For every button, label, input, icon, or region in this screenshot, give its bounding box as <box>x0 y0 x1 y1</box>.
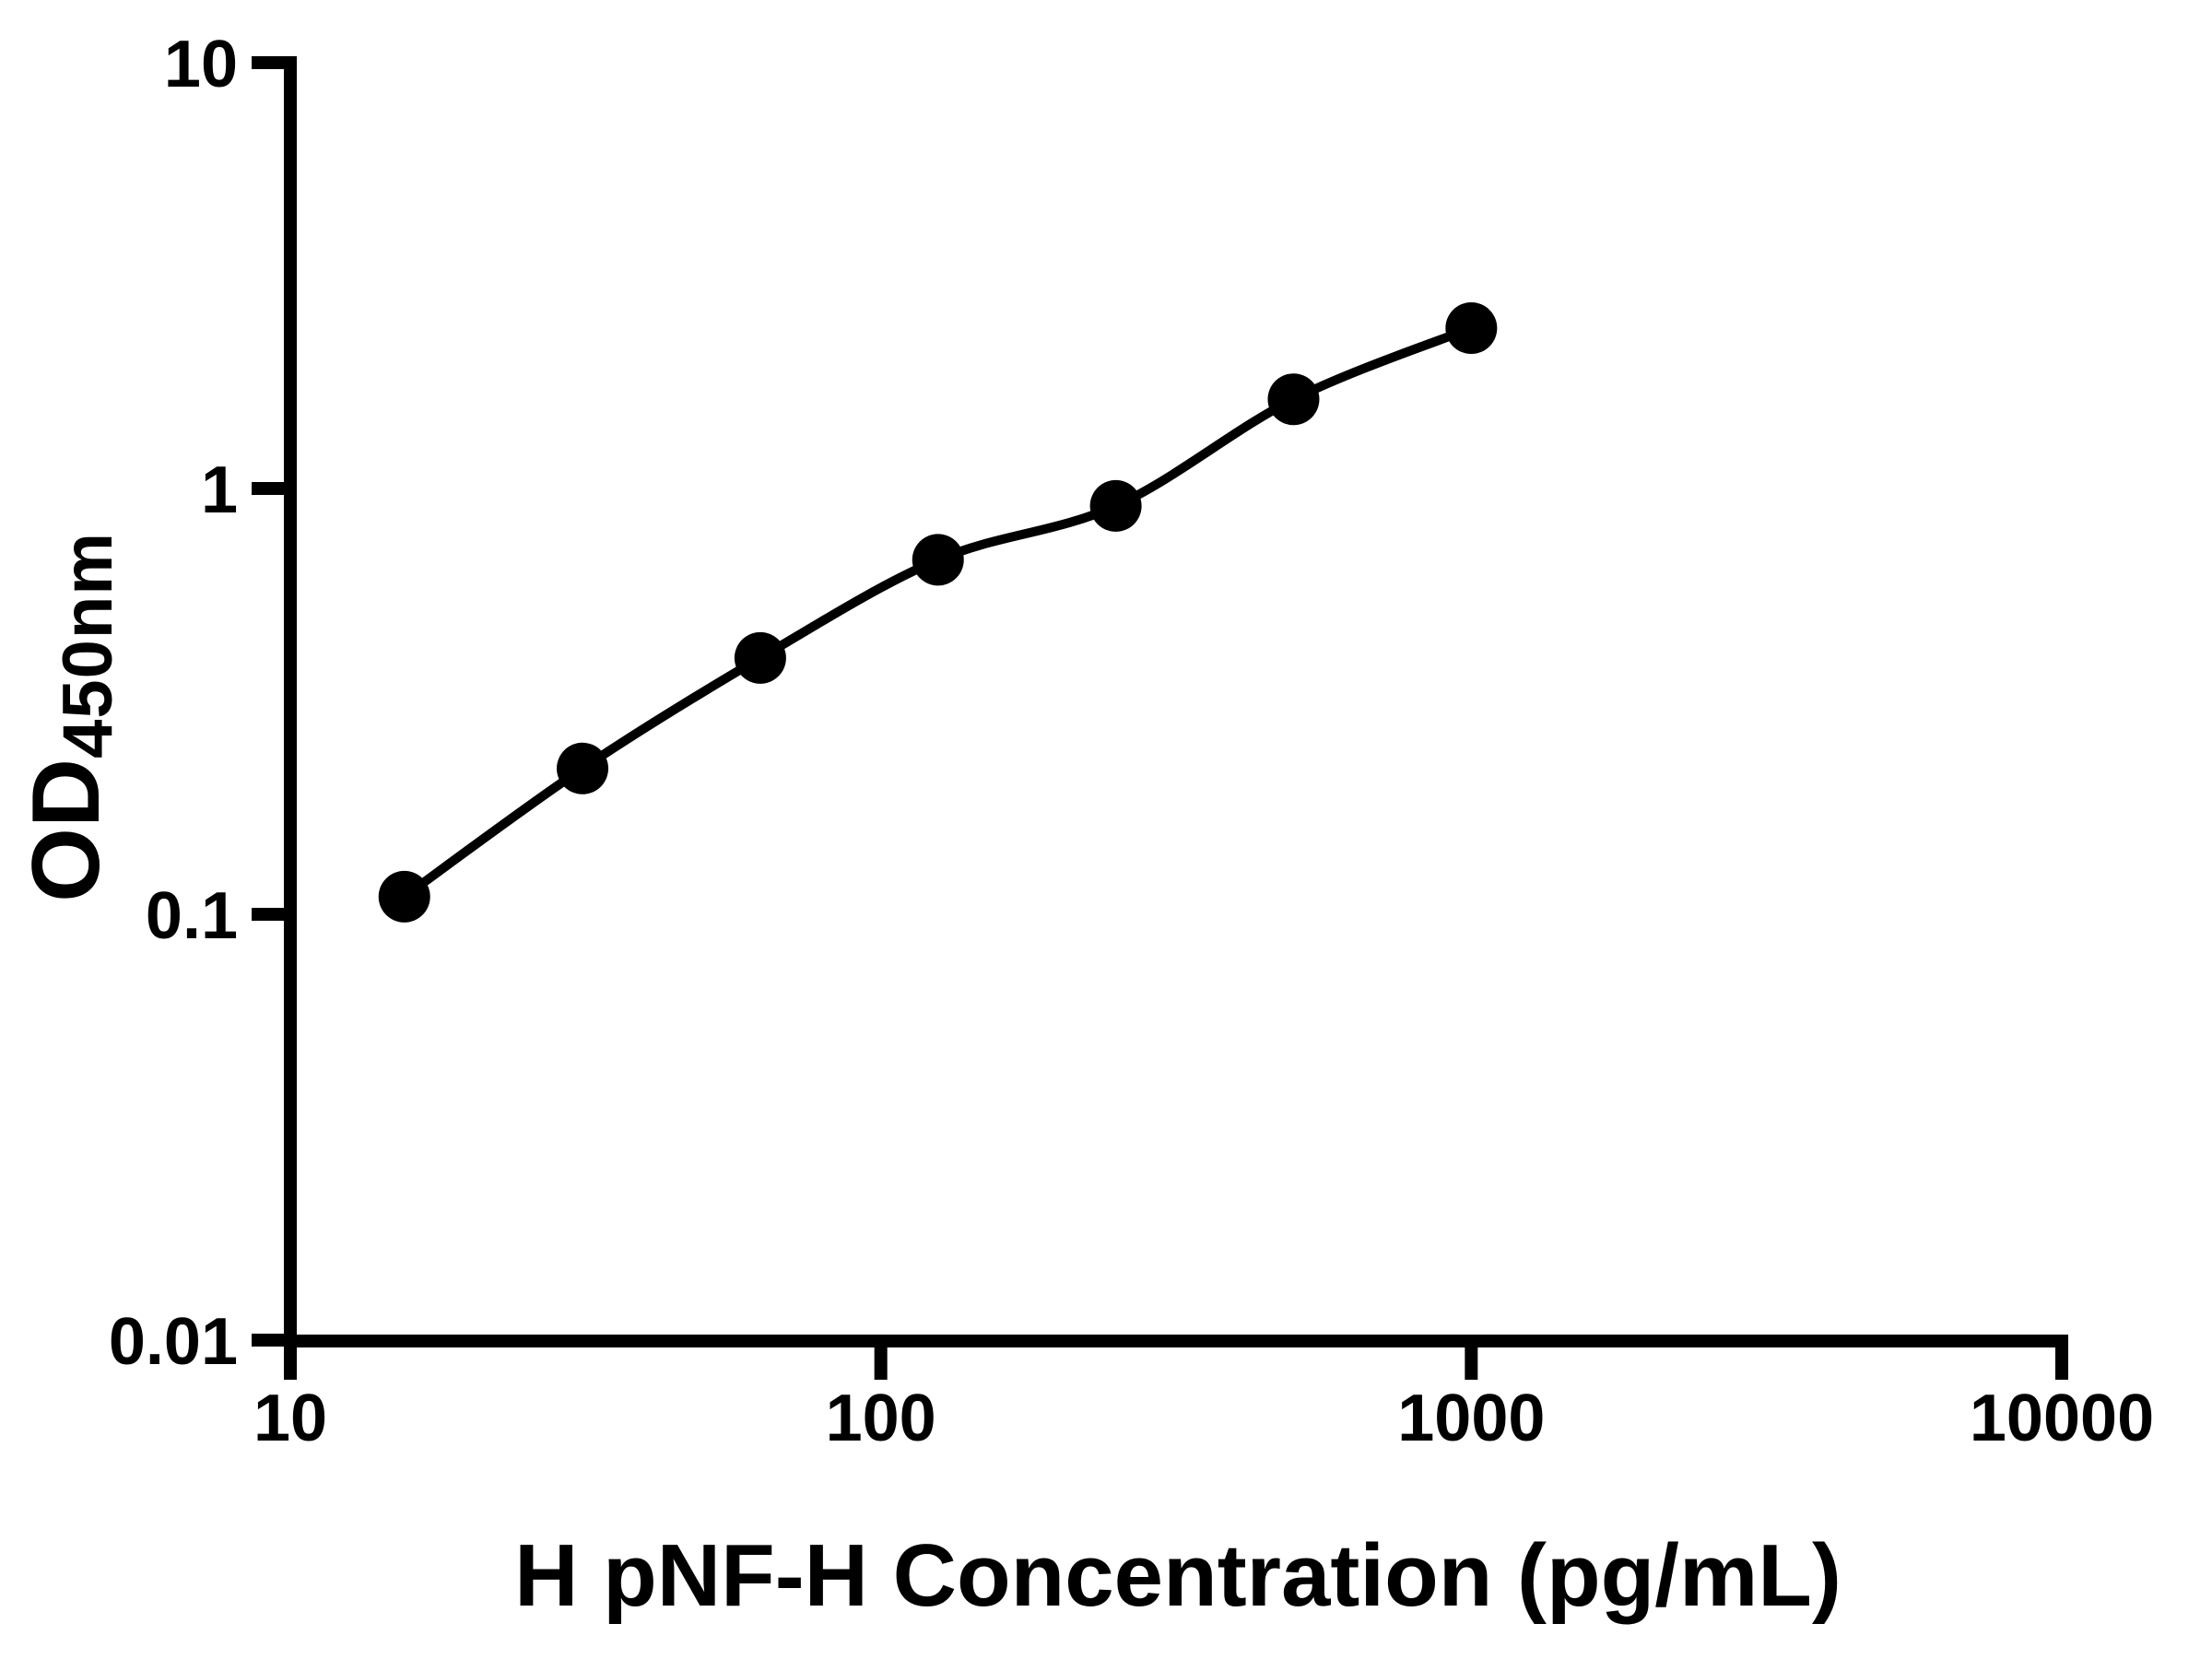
data-point-marker <box>557 742 609 794</box>
data-point-marker <box>734 631 786 684</box>
x-tick-label: 10 <box>253 1382 327 1455</box>
y-tick-label: 1 <box>201 453 238 527</box>
y-tick-label: 10 <box>164 28 238 101</box>
y-axis-title-main: OD <box>13 758 120 902</box>
y-axis-title: OD450nm <box>13 532 127 902</box>
x-tick-label: 1000 <box>1397 1382 1545 1455</box>
y-tick-label: 0.1 <box>146 879 238 953</box>
x-axis-title: H pNF-H Concentration (pg/mL) <box>514 1526 1841 1625</box>
data-point-marker <box>1089 479 1142 532</box>
x-tick-label: 10000 <box>1970 1382 2154 1455</box>
data-point-marker <box>378 870 430 923</box>
data-point-marker <box>1445 302 1498 355</box>
data-point-marker <box>912 534 964 586</box>
y-axis-title-subscript: 450nm <box>49 532 127 759</box>
x-tick-label: 100 <box>826 1382 936 1455</box>
y-tick-label: 0.01 <box>109 1305 238 1379</box>
data-point-marker <box>1267 373 1320 426</box>
